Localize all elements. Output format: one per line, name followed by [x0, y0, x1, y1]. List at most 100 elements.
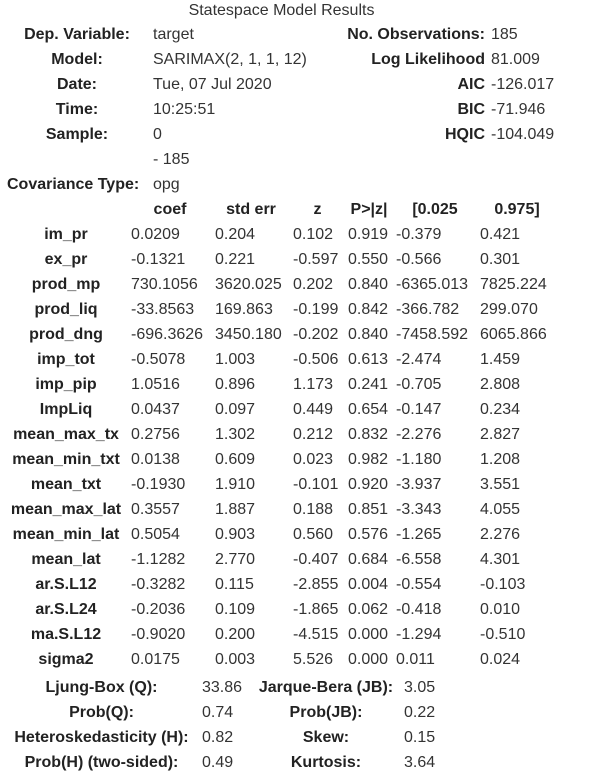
coefficient-value: 0.0437 — [131, 401, 180, 418]
coefficient-name: imp_tot — [37, 351, 95, 368]
coefficient-value: 0.109 — [215, 601, 256, 618]
coefficient-value: 0.851 — [348, 501, 389, 518]
coefficient-value: -0.3282 — [131, 576, 186, 593]
info-value: 0 — [153, 126, 162, 143]
coefficient-value: 1.459 — [480, 351, 521, 368]
coefficient-value: 0.212 — [293, 426, 334, 443]
coefficient-value: 1.208 — [480, 451, 521, 468]
model-info-row: Model: SARIMAX(2, 1, 1, 12) Log Likelihood… — [4, 47, 574, 72]
coefficients-column-header — [4, 197, 128, 222]
coefficient-value: 1.887 — [215, 501, 256, 518]
coefficient-value: 5.526 — [293, 651, 334, 668]
model-info-row: Date: Tue, 07 Jul 2020 AIC -126.017 — [4, 72, 574, 97]
coefficient-row: prod_mp 730.1056 3620.025 0.202 0.840 -6365.0… — [4, 272, 557, 297]
coefficient-name: mean_txt — [30, 476, 102, 493]
coefficient-value: 0.0209 — [131, 226, 180, 243]
coefficient-value: 0.842 — [348, 301, 389, 318]
coefficient-value: 0.654 — [348, 401, 389, 418]
coefficient-value: -0.566 — [396, 251, 442, 268]
coefficient-name: imp_pip — [35, 376, 97, 393]
coefficients-column-header: 0.975] — [494, 201, 540, 218]
coefficient-value: 0.000 — [348, 651, 389, 668]
coefficient-value: 0.613 — [348, 351, 389, 368]
coefficient-value: 1.0516 — [131, 376, 180, 393]
coefficient-value: 0.011 — [396, 651, 435, 668]
coefficient-value: 0.000 — [348, 626, 389, 643]
coefficient-name: mean_min_txt — [12, 451, 120, 468]
coefficient-value: -1.865 — [293, 601, 339, 618]
coefficient-row: prod_dng -696.3626 3450.180 -0.202 0.840 -745… — [4, 322, 557, 347]
coefficient-row: ImpLiq 0.0437 0.097 0.449 0.654 -0.147 0.234 — [4, 397, 557, 422]
diagnostic-label: Prob(Q): — [69, 704, 134, 721]
coefficient-value: 6065.866 — [480, 326, 547, 343]
coefficient-name: mean_max_lat — [10, 501, 122, 518]
coefficient-value: 2.276 — [480, 526, 521, 543]
diagnostic-value: 3.05 — [404, 679, 436, 696]
diagnostics-row: Ljung-Box (Q): 33.86 Jarque-Bera (JB): 3.05 — [4, 675, 461, 700]
diagnostic-value: 0.22 — [404, 704, 436, 721]
coefficient-value: 3620.025 — [215, 276, 282, 293]
info-label: No. Observations: — [347, 26, 485, 43]
coefficient-value: -0.2036 — [131, 601, 186, 618]
coefficient-value: -0.705 — [396, 376, 442, 393]
coefficient-value: 0.003 — [215, 651, 256, 668]
coefficient-value: 0.3557 — [131, 501, 180, 518]
coefficient-name: ma.S.L12 — [30, 626, 102, 643]
diagnostic-value: 3.64 — [404, 754, 436, 771]
info-value: target — [153, 26, 194, 43]
info-value: -126.017 — [491, 76, 555, 93]
diagnostic-label: Prob(JB): — [289, 704, 363, 721]
info-value: 185 — [491, 26, 518, 43]
coefficient-value: -0.597 — [293, 251, 339, 268]
coefficient-row: mean_min_lat 0.5054 0.903 0.560 0.576 -1.265 2… — [4, 522, 557, 547]
coefficients-column-header: coef — [153, 201, 187, 218]
info-label — [328, 172, 488, 197]
model-info-row: Dep. Variable: target No. Observations: 185 — [4, 22, 574, 47]
coefficient-row: mean_txt -0.1930 1.910 -0.101 0.920 -3.937 3.5… — [4, 472, 557, 497]
coefficient-name: mean_min_lat — [12, 526, 120, 543]
coefficient-row: sigma2 0.0175 0.003 5.526 0.000 0.011 0.024 — [4, 647, 557, 672]
diagnostic-label: Skew: — [302, 729, 350, 746]
diagnostics-row: Heteroskedasticity (H): 0.82 Skew: 0.15 — [4, 725, 461, 750]
info-value: - 185 — [153, 151, 190, 168]
info-label: Sample: — [45, 126, 109, 143]
coefficient-value: 3450.180 — [215, 326, 282, 343]
coefficient-value: 0.200 — [215, 626, 256, 643]
coefficient-value: 0.2756 — [131, 426, 180, 443]
diagnostics-row: Prob(H) (two-sided): 0.49 Kurtosis: 3.64 — [4, 750, 461, 775]
diagnostic-value: 0.15 — [404, 729, 436, 746]
coefficient-value: -2.276 — [396, 426, 442, 443]
info-label: Model: — [51, 51, 103, 68]
coefficient-value: 0.550 — [348, 251, 389, 268]
coefficient-value: 0.449 — [293, 401, 334, 418]
coefficient-row: imp_pip 1.0516 0.896 1.173 0.241 -0.705 2.808 — [4, 372, 557, 397]
coefficient-value: -696.3626 — [131, 326, 204, 343]
coefficient-value: -0.199 — [293, 301, 339, 318]
coefficient-name: prod_liq — [34, 301, 98, 318]
coefficient-row: ar.S.L24 -0.2036 0.109 -1.865 0.062 -0.418 0.0… — [4, 597, 557, 622]
coefficient-value: -0.9020 — [131, 626, 186, 643]
info-value: -71.946 — [491, 101, 546, 118]
coefficient-value: 2.770 — [215, 551, 256, 568]
coefficient-value: 0.234 — [480, 401, 521, 418]
coefficient-value: -1.294 — [396, 626, 442, 643]
coefficient-value: 0.840 — [348, 326, 389, 343]
coefficient-value: -0.407 — [293, 551, 339, 568]
coefficients-header-row: coef std err z P>|z| [0.025 0.975] — [4, 197, 557, 222]
info-value — [488, 147, 574, 172]
coefficient-name: prod_dng — [29, 326, 103, 343]
coefficient-value: -0.418 — [396, 601, 442, 618]
coefficient-value: -366.782 — [396, 301, 460, 318]
info-value: -104.049 — [491, 126, 555, 143]
coefficient-value: 1.302 — [215, 426, 256, 443]
model-info-row: Sample: 0 HQIC -104.049 — [4, 122, 574, 147]
diagnostics-table: Ljung-Box (Q): 33.86 Jarque-Bera (JB): 3.05… — [4, 675, 461, 775]
info-label: Dep. Variable: — [24, 26, 130, 43]
diagnostic-value: 33.86 — [202, 679, 243, 696]
coefficient-value: 0.062 — [348, 601, 389, 618]
info-label: Time: — [55, 101, 99, 118]
coefficient-value: 0.010 — [480, 601, 521, 618]
coefficient-value: 0.576 — [348, 526, 389, 543]
coefficient-value: 1.173 — [293, 376, 334, 393]
